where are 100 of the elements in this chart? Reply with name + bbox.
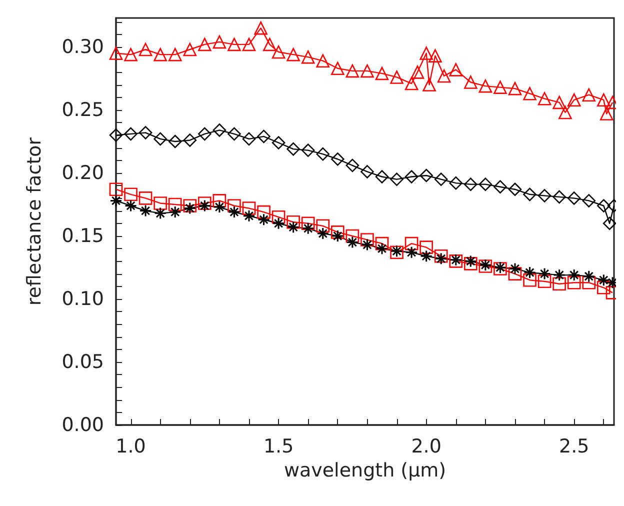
point [449,176,463,190]
point [375,66,389,80]
point [568,268,580,282]
point [478,79,492,93]
point [124,200,138,212]
point [437,69,451,83]
point [139,204,152,218]
point [600,107,614,120]
point [168,206,182,218]
point [286,215,300,229]
point [198,196,212,210]
point [286,142,300,156]
point [434,250,448,263]
point [228,206,240,218]
point [478,178,492,191]
point [331,230,344,242]
point [138,126,152,140]
point [109,128,123,142]
x-tick-label: 1.0 [116,436,146,458]
point [508,182,522,196]
point [405,246,418,259]
point [316,227,330,240]
y-axis-title: reflectance factor [24,137,46,306]
y-tick-label: 0.05 [62,350,104,373]
point [404,170,418,184]
point [508,82,522,96]
point [254,21,268,35]
point [390,70,404,84]
point [464,254,477,268]
point [523,273,536,287]
y-tick-label: 0.10 [62,288,104,310]
point [360,233,374,246]
y-tick-label: 0.20 [62,162,104,184]
point [272,45,286,59]
point [538,268,551,280]
y-tick-label: 0.30 [62,36,104,58]
point [375,236,389,250]
point [228,127,241,141]
point [360,165,374,178]
point [138,42,152,56]
point [212,194,226,208]
point [597,281,610,294]
point [524,266,536,279]
point [538,189,552,202]
point [316,54,330,68]
point [301,216,315,230]
point [228,199,241,212]
point [198,38,212,52]
point [331,62,344,76]
point [154,196,167,210]
point [552,277,566,291]
y-tick-label: 0.15 [62,224,104,247]
point [567,192,581,205]
point [494,80,507,94]
point [346,236,359,249]
point [286,48,300,62]
point [302,222,314,235]
point [597,274,610,286]
point [420,250,433,262]
point [257,205,270,219]
point [184,202,196,215]
point [434,172,448,186]
point [582,88,596,102]
point [154,132,167,146]
point [301,50,315,64]
point [523,188,536,202]
point [183,199,197,212]
point [464,257,478,270]
point [242,210,256,222]
point [582,276,596,290]
x-tick-label: 2.0 [411,436,442,458]
point [316,219,330,233]
point [242,38,256,52]
point [376,242,388,255]
point [422,78,436,92]
point [553,268,566,282]
point [263,38,276,52]
point [331,226,344,239]
point [257,130,270,144]
point [228,38,241,52]
point [552,190,566,204]
point [508,262,522,275]
x-tick-label: 2.5 [558,436,590,458]
point [523,86,536,100]
point [597,199,610,212]
point [404,236,418,250]
point [428,49,442,62]
point [213,200,226,214]
point [597,93,610,107]
point [538,92,552,106]
point [420,240,433,254]
point [390,172,404,186]
point [272,136,286,150]
point [109,182,123,196]
point [168,48,182,62]
point [124,127,138,141]
point [420,168,433,182]
point [183,134,197,147]
point [124,188,138,202]
point [110,194,122,207]
